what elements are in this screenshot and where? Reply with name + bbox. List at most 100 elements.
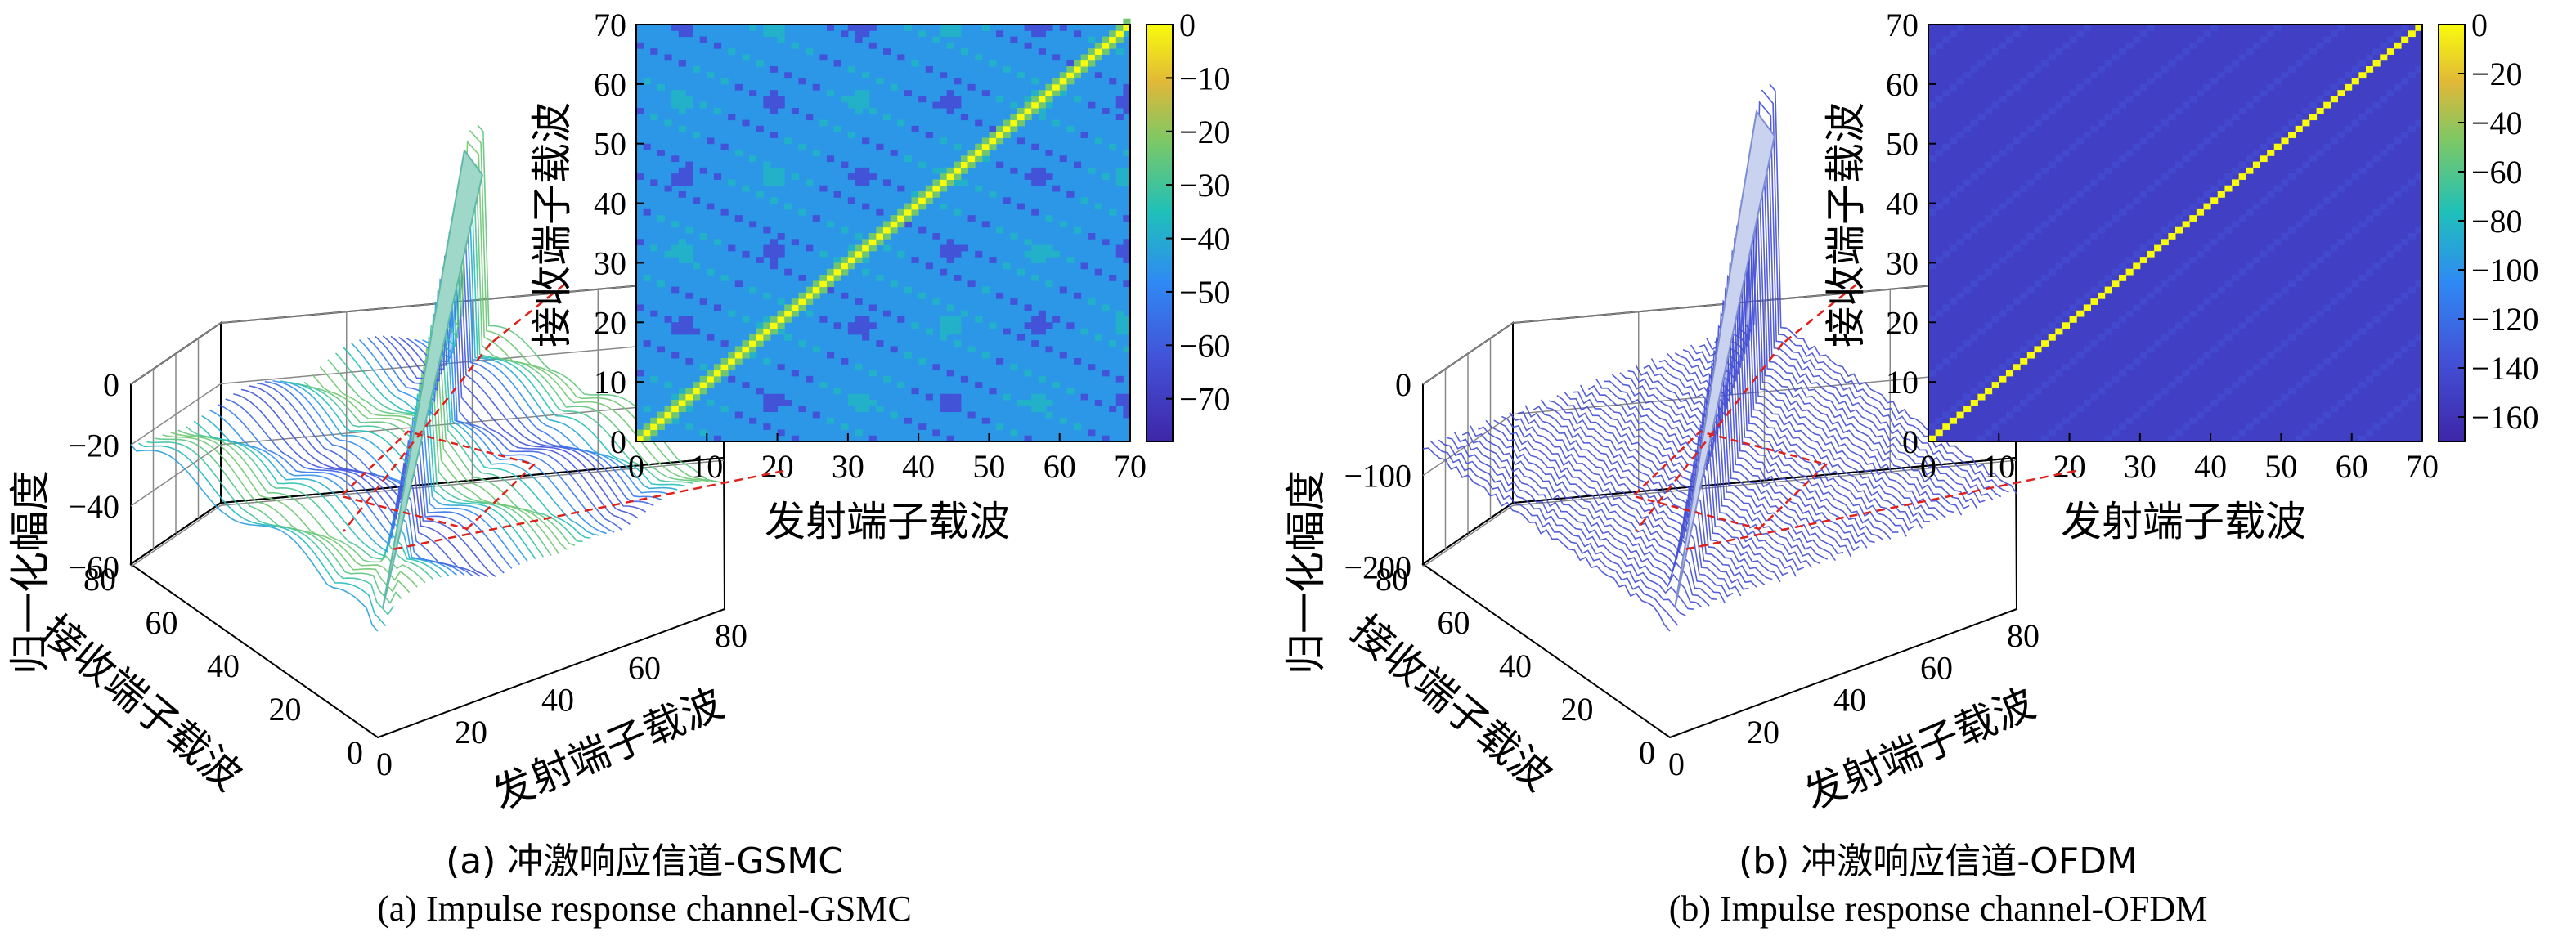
heatmap-cell	[2118, 208, 2127, 216]
heatmap-cell	[2182, 208, 2190, 216]
heatmap-cell	[1038, 48, 1046, 55]
heatmap-cell	[2386, 304, 2394, 311]
heatmap-cell	[946, 108, 954, 114]
heatmap-near-diagonal-cell	[1024, 114, 1032, 121]
heatmap-diagonal-cell	[989, 137, 997, 145]
heatmap-diagonal-cell	[975, 150, 983, 156]
heatmap-cell	[2288, 66, 2296, 73]
heatmap-cell	[946, 42, 954, 49]
surface-mesh-line	[1540, 399, 1788, 576]
heatmap-cell	[960, 375, 969, 383]
colorbar-tick-label: −70	[1179, 381, 1231, 418]
heatmap-cell	[2337, 25, 2345, 31]
heatmap-cell	[847, 400, 855, 406]
heatmap-cell	[1088, 36, 1096, 43]
heatmap-diagonal-cell	[841, 262, 849, 270]
heatmap-cell	[2133, 358, 2141, 365]
x-tick-label: 60	[1920, 649, 1953, 686]
heatmap-cell	[918, 423, 927, 430]
heatmap-near-diagonal-cell	[883, 233, 891, 240]
heatmap-cell	[685, 322, 693, 329]
heatmap-cell	[2175, 54, 2183, 61]
heatmap-cell	[946, 239, 954, 246]
heatmap-cell	[1949, 191, 1958, 198]
heatmap-cell	[2273, 132, 2282, 138]
heatmap-diagonal-cell	[1016, 114, 1025, 121]
heatmap-cell	[2238, 215, 2246, 222]
heatmap-near-diagonal-cell	[650, 429, 658, 437]
heatmap-cell	[2232, 382, 2240, 388]
surface-mesh-line	[429, 186, 678, 491]
heatmap-cell	[2034, 173, 2042, 180]
heatmap-cell	[2133, 197, 2141, 204]
heatmap-cell	[2139, 244, 2147, 252]
heatmap-cell	[954, 275, 962, 281]
heatmap-cell	[1016, 400, 1025, 406]
heatmap-cell	[2196, 143, 2205, 150]
heatmap-near-diagonal-cell	[996, 125, 1004, 132]
heatmap-cell	[2380, 42, 2388, 49]
heatmap-y-tick-label: 40	[1886, 186, 1919, 222]
heatmap-cell	[1956, 25, 1964, 31]
heatmap-cell	[960, 48, 969, 55]
heatmap-cell	[868, 370, 877, 377]
x-tick-label: 80	[715, 617, 747, 654]
heatmap-cell	[946, 406, 954, 413]
heatmap-cell	[720, 78, 729, 85]
heatmap-cell	[1038, 114, 1046, 121]
heatmap-cell	[2048, 429, 2056, 437]
heatmap-cell	[967, 280, 976, 288]
heatmap-cell	[763, 226, 771, 234]
heatmap-cell	[1066, 125, 1075, 132]
heatmap-cell	[2055, 208, 2063, 216]
heatmap-cell	[2076, 298, 2085, 305]
heatmap-near-diagonal-cell	[664, 417, 672, 424]
heatmap-cell	[2098, 388, 2106, 395]
heatmap-cell	[1123, 244, 1131, 252]
heatmap-cell	[2295, 382, 2303, 388]
heatmap-cell	[685, 316, 693, 323]
heatmap-near-diagonal-cell	[664, 406, 672, 413]
heatmap-cell	[2351, 334, 2359, 341]
heatmap-near-diagonal-cell	[699, 388, 707, 395]
heatmap-diagonal-cell	[2139, 257, 2147, 263]
heatmap-cell	[1999, 150, 2007, 156]
panel-b-heatmap-xlabel: 发射端子载波	[2061, 498, 2306, 545]
heatmap-cell	[1038, 316, 1046, 323]
heatmap-cell	[2345, 233, 2353, 240]
heatmap-cell	[2273, 400, 2282, 406]
heatmap-near-diagonal-cell	[932, 179, 940, 186]
heatmap-cell	[763, 25, 771, 31]
heatmap-cell	[2345, 340, 2353, 347]
heatmap-cell	[2252, 257, 2261, 263]
surface-mesh-line	[272, 380, 521, 566]
heatmap-cell	[940, 96, 948, 103]
heatmap-diagonal-cell	[2210, 197, 2219, 204]
heatmap-cell	[855, 36, 863, 43]
surface-mesh-line	[130, 444, 379, 632]
z-tick-label: −100	[1344, 458, 1411, 495]
heatmap-cell	[2323, 143, 2331, 150]
heatmap-diagonal-cell	[2026, 352, 2035, 359]
heatmap-cell	[855, 316, 863, 323]
heatmap-cell	[940, 316, 948, 323]
surface-mesh-line	[162, 434, 411, 594]
heatmap-cell	[2013, 30, 2021, 38]
heatmap-cell	[890, 83, 898, 91]
heatmap-cell	[643, 78, 651, 85]
heatmap-cell	[749, 90, 757, 96]
surface-mesh-line	[1738, 125, 1986, 504]
heatmap-cell	[693, 132, 701, 138]
heatmap-cell	[2041, 275, 2049, 281]
heatmap-cell	[2026, 286, 2035, 294]
heatmap-x-tick-label: 70	[2406, 448, 2439, 485]
heatmap-cell	[2154, 72, 2162, 79]
heatmap-y-tick-label: 60	[594, 66, 626, 103]
heatmap-cell	[728, 48, 736, 55]
heatmap-cell	[1003, 66, 1011, 73]
heatmap-x-tick-label: 60	[1043, 448, 1076, 485]
heatmap-cell	[1985, 215, 1993, 222]
heatmap-cell	[996, 30, 1004, 38]
surface-ridge	[382, 148, 483, 608]
